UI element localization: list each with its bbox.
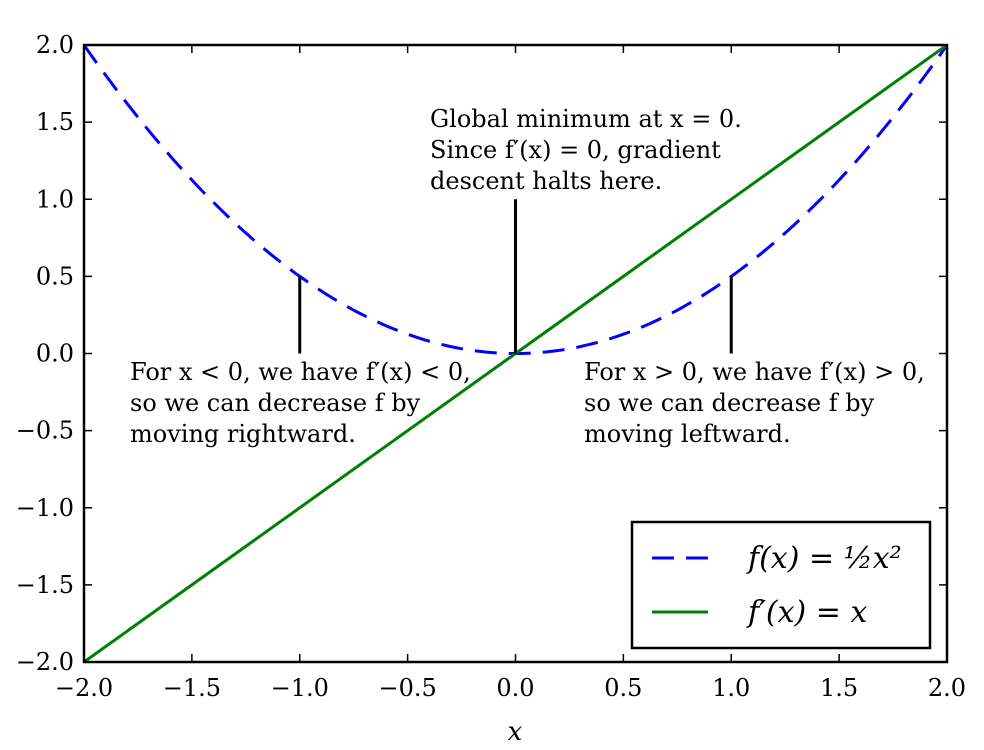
y-tick-label: 0.0 xyxy=(36,340,74,368)
annotation-line: Global minimum at x = 0. xyxy=(430,105,742,133)
annotation-line: For x < 0, we have f′(x) < 0, xyxy=(130,358,471,386)
legend-box xyxy=(630,520,932,650)
annotation-line: so we can decrease f by xyxy=(130,389,421,417)
x-tick-label: 0.0 xyxy=(496,674,534,702)
y-tick-label: 2.0 xyxy=(36,31,74,59)
annotation-line: Since f′(x) = 0, gradient xyxy=(430,136,721,164)
x-tick-label: 1.5 xyxy=(820,674,858,702)
y-tick-label: −2.0 xyxy=(16,648,74,676)
legend-label-f: f(x) = ½x² xyxy=(746,541,902,576)
y-tick-label: −1.0 xyxy=(16,494,74,522)
annotation-line: so we can decrease f by xyxy=(584,389,875,417)
annotation-line: descent halts here. xyxy=(430,167,662,195)
y-tick-label: 1.0 xyxy=(36,185,74,213)
y-tick-label: −1.5 xyxy=(16,571,74,599)
annotation-2: For x > 0, we have f′(x) > 0, so we can d… xyxy=(584,358,925,448)
x-tick-label: 0.5 xyxy=(604,674,642,702)
x-tick-label: 1.0 xyxy=(712,674,750,702)
x-axis-label: x xyxy=(508,717,523,747)
x-tick-label: −1.0 xyxy=(271,674,329,702)
annotation-line: moving rightward. xyxy=(130,420,356,448)
annotation-0: Global minimum at x = 0. Since f′(x) = 0,… xyxy=(430,105,742,195)
y-tick-label: −0.5 xyxy=(16,417,74,445)
annotation-line: moving leftward. xyxy=(584,420,791,448)
x-tick-label: −1.5 xyxy=(163,674,221,702)
y-tick-label: 0.5 xyxy=(36,262,74,290)
y-tick-label: 1.5 xyxy=(36,108,74,136)
legend: f(x) = ½x² f′(x) = x xyxy=(630,520,932,650)
annotation-1: For x < 0, we have f′(x) < 0, so we can d… xyxy=(130,358,471,448)
legend-label-fprime: f′(x) = x xyxy=(746,595,867,630)
x-tick-label: 2.0 xyxy=(928,674,966,702)
x-tick-label: −2.0 xyxy=(55,674,113,702)
x-tick-label: −0.5 xyxy=(378,674,436,702)
annotation-line: For x > 0, we have f′(x) > 0, xyxy=(584,358,925,386)
